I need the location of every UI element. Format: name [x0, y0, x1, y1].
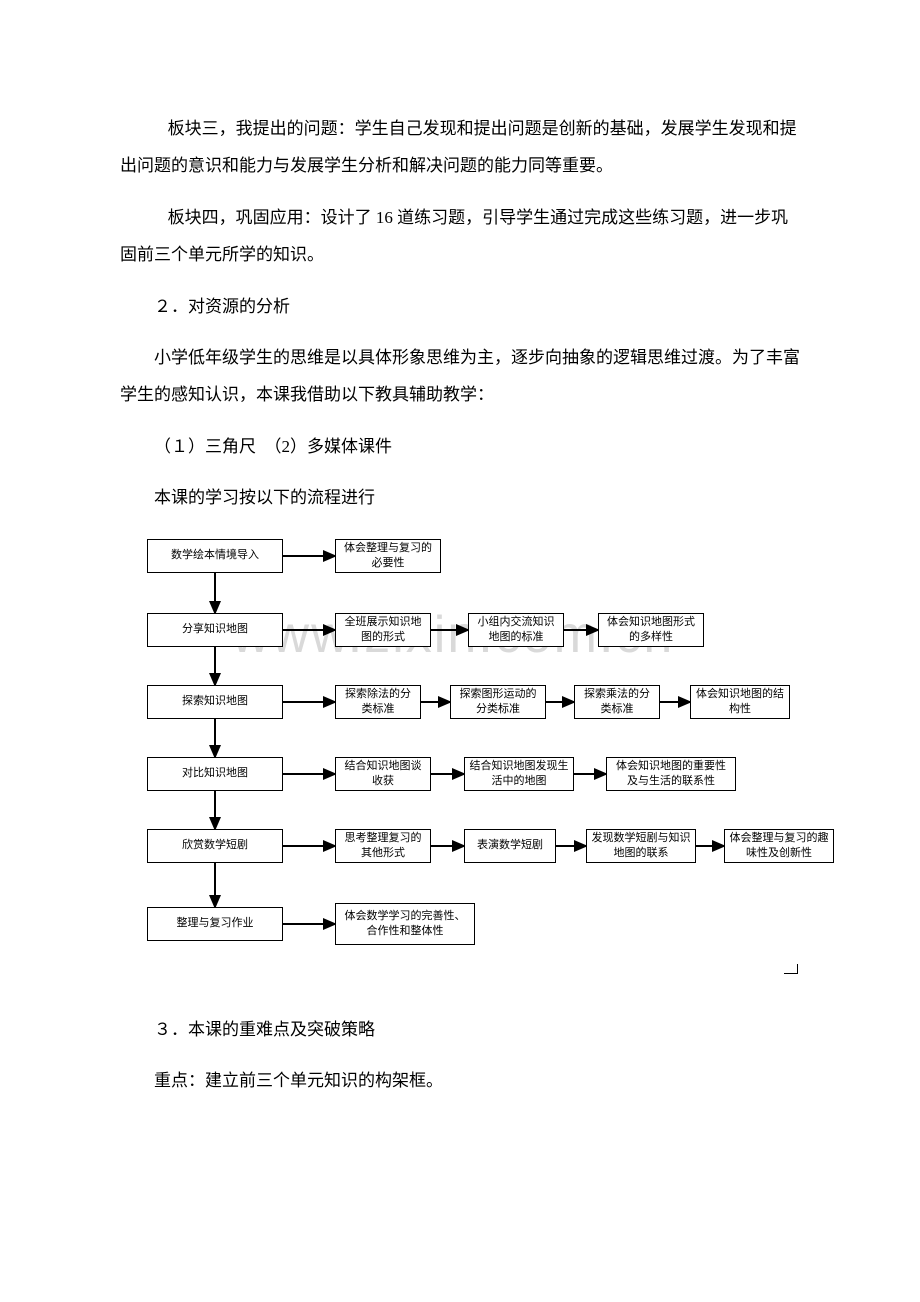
- flow-node-n5: 欣赏数学短剧: [147, 829, 283, 863]
- heading-keypoints: ３．本课的重难点及突破策略: [120, 1011, 800, 1048]
- flowchart: 数学绘本情境导入 体会整理与复习的必要性分享知识地图 全班展示知识地图的形式 小组内交…: [120, 531, 800, 971]
- flow-node-n3c: 探索图形运动的分类标准: [450, 685, 546, 719]
- page-content: 板块三，我提出的问题：学生自己发现和提出问题是创新的基础，发展学生发现和提出问题…: [0, 0, 920, 1099]
- para-resources-intro: 小学低年级学生的思维是以具体形象思维为主，逐步向抽象的逻辑思维过渡。为了丰富学生…: [120, 339, 800, 414]
- flow-node-n3e: 体会知识地图的结构性: [690, 685, 790, 719]
- flow-node-n2b: 全班展示知识地图的形式: [335, 613, 431, 647]
- flow-node-n3b: 探索除法的分类标准: [335, 685, 421, 719]
- flow-node-n2c: 小组内交流知识地图的标准: [468, 613, 564, 647]
- para-tools: （１）三角尺 （2）多媒体课件: [120, 428, 800, 465]
- para-section3: 板块三，我提出的问题：学生自己发现和提出问题是创新的基础，发展学生发现和提出问题…: [120, 110, 800, 185]
- flow-node-n4b: 结合知识地图谈收获: [335, 757, 431, 791]
- flow-node-n4c: 结合知识地图发现生活中的地图: [464, 757, 574, 791]
- flow-node-n5c: 表演数学短剧: [464, 829, 556, 863]
- flow-node-n5b: 思考整理复习的其他形式: [335, 829, 431, 863]
- flow-node-n6b: 体会数学学习的完善性、合作性和整体性: [335, 903, 475, 945]
- para-flow-intro: 本课的学习按以下的流程进行: [120, 479, 800, 516]
- flow-node-n6: 整理与复习作业: [147, 907, 283, 941]
- para-section4: 板块四，巩固应用：设计了 16 道练习题，引导学生通过完成这些练习题，进一步巩固…: [120, 199, 800, 274]
- flow-node-n4d: 体会知识地图的重要性及与生活的联系性: [606, 757, 736, 791]
- flow-node-n1: 数学绘本情境导入: [147, 539, 283, 573]
- flow-node-n3d: 探索乘法的分类标准: [574, 685, 660, 719]
- flow-node-n5e: 体会整理与复习的趣味性及创新性: [724, 829, 834, 863]
- flow-node-n3: 探索知识地图: [147, 685, 283, 719]
- flow-node-n2: 分享知识地图: [147, 613, 283, 647]
- flow-node-n5d: 发现数学短剧与知识地图的联系: [586, 829, 696, 863]
- flow-node-n2d: 体会知识地图形式的多样性: [598, 613, 704, 647]
- heading-resources: ２．对资源的分析: [120, 288, 800, 325]
- flow-node-n4: 对比知识地图: [147, 757, 283, 791]
- para-keypoint: 重点：建立前三个单元知识的构架框。: [120, 1062, 800, 1099]
- flow-node-n1b: 体会整理与复习的必要性: [335, 539, 441, 573]
